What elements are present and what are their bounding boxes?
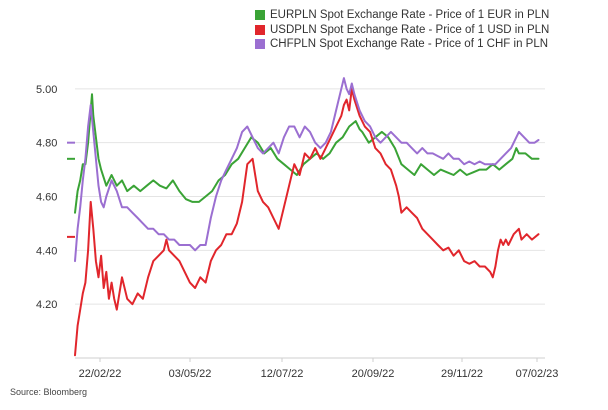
legend-label-usdpln: USDPLN Spot Exchange Rate - Price of 1 U… xyxy=(270,23,550,36)
last-value-markers xyxy=(67,141,75,238)
x-tick-label-3: 20/09/22 xyxy=(352,368,395,380)
legend-swatch-usdpln xyxy=(255,24,265,35)
y-tick-label-1: 4.80 xyxy=(36,138,57,150)
legend-label-chfpln: CHFPLN Spot Exchange Rate - Price of 1 C… xyxy=(270,38,549,50)
x-tick-label-1: 03/05/22 xyxy=(169,368,212,380)
legend-item-chfpln: CHFPLN Spot Exchange Rate - Price of 1 C… xyxy=(255,37,549,52)
x-tick-label-2: 12/07/22 xyxy=(261,368,304,380)
source-note: Source: Bloomberg xyxy=(10,387,88,397)
legend-item-eurpln: EURPLN Spot Exchange Rate - Price of 1 E… xyxy=(255,8,549,23)
series-line-chfpln xyxy=(74,77,540,263)
x-axis: 22/02/22 03/05/22 12/07/22 20/09/22 29/11/22… xyxy=(75,357,559,380)
series-line-eurpln xyxy=(74,93,540,214)
y-axis: 5.00 4.80 4.60 4.40 4.20 xyxy=(36,84,57,311)
y-tick-label-0: 5.00 xyxy=(36,84,57,96)
y-tick-label-3: 4.40 xyxy=(36,245,57,257)
y-tick-label-4: 4.20 xyxy=(36,299,57,311)
x-tick-label-0: 22/02/22 xyxy=(79,368,122,380)
y-tick-label-2: 4.60 xyxy=(36,192,57,204)
legend-item-usdpln: USDPLN Spot Exchange Rate - Price of 1 U… xyxy=(255,23,549,38)
series-line-usdpln xyxy=(74,87,540,357)
grid-lines xyxy=(75,88,545,305)
x-tick-label-5: 07/02/23 xyxy=(516,368,559,380)
series-lines xyxy=(74,77,540,357)
legend-label-eurpln: EURPLN Spot Exchange Rate - Price of 1 E… xyxy=(270,9,550,21)
legend-swatch-eurpln xyxy=(255,10,265,21)
x-tick-label-4: 29/11/22 xyxy=(441,368,483,380)
legend: EURPLN Spot Exchange Rate - Price of 1 E… xyxy=(255,8,549,52)
legend-swatch-chfpln xyxy=(255,39,265,50)
